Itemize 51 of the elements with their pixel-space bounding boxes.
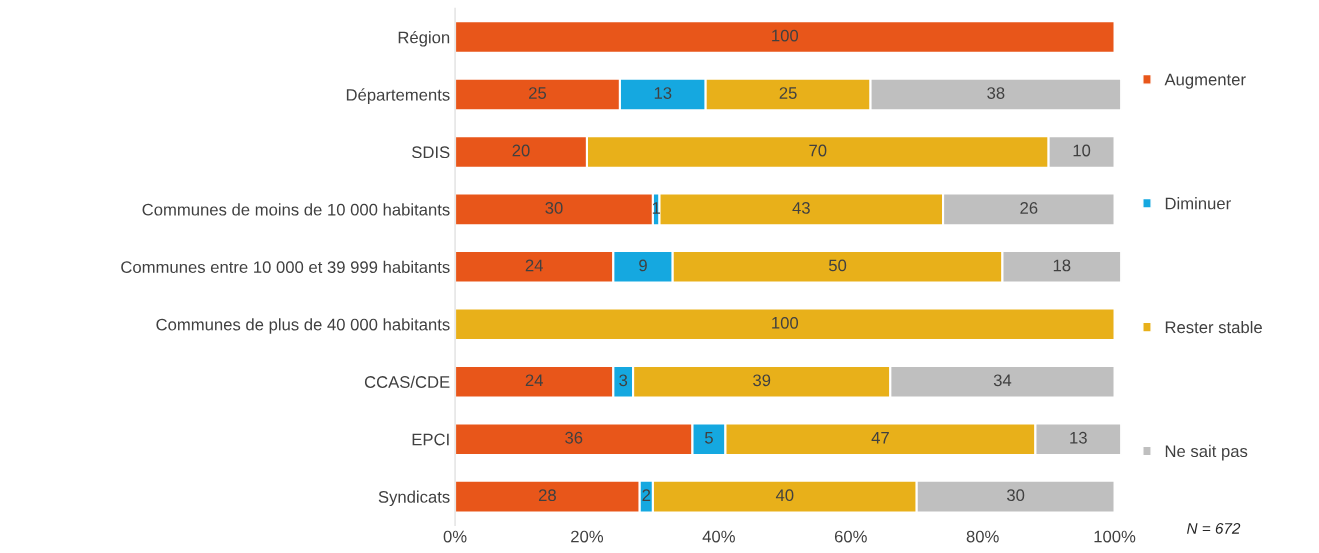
data-label: 18: [1053, 259, 1071, 272]
data-label: 40: [775, 489, 794, 502]
data-label: 13: [654, 87, 672, 99]
data-label: 3: [619, 374, 628, 387]
y-tick-label: Communes entre 10 000 et 39 999 habitants: [121, 260, 450, 274]
data-label: 10: [1073, 144, 1091, 157]
data-label: 47: [871, 432, 889, 444]
bar: [455, 307, 1116, 342]
x-tick-label: 100%: [1094, 530, 1136, 543]
legend-label: Rester stable: [1165, 320, 1262, 334]
data-label: 20: [512, 144, 530, 157]
y-tick-label: Syndicats: [378, 490, 450, 507]
legend-label: Augmenter: [1164, 73, 1246, 89]
data-label: 50: [828, 259, 847, 272]
y-tick-label: Communes de moins de 10 000 habitants: [142, 203, 450, 216]
data-label: 25: [529, 87, 547, 99]
data-label: 70: [809, 144, 827, 157]
x-tick-label: 0%: [443, 530, 467, 543]
x-tick-label: 60%: [834, 530, 867, 543]
data-label: 2: [642, 489, 651, 501]
data-label: 30: [1007, 489, 1025, 502]
data-label: 25: [779, 87, 797, 99]
x-tick-label: 20%: [571, 530, 604, 543]
data-label: 26: [1020, 202, 1038, 214]
data-label: 100: [772, 316, 799, 329]
y-tick-label: CCAS/CDE: [364, 375, 450, 388]
data-label: 36: [565, 431, 583, 444]
data-label: 34: [993, 374, 1012, 387]
data-label: 5: [705, 432, 713, 444]
data-label: 9: [639, 259, 647, 272]
legend-label: Diminuer: [1165, 197, 1231, 210]
data-label: 38: [987, 87, 1005, 99]
y-tick-label: Communes de plus de 40 000 habitants: [156, 318, 450, 334]
y-tick-label: Départements: [346, 88, 450, 105]
y-tick-label: Région: [398, 30, 450, 47]
data-label: 39: [753, 374, 771, 387]
y-tick-label: SDIS: [412, 146, 450, 159]
data-label: 24: [525, 259, 543, 272]
legend-label: Ne sait pas: [1165, 444, 1248, 461]
data-label: 43: [792, 202, 810, 214]
bar: [455, 192, 654, 227]
text: N = 672: [1186, 522, 1241, 534]
x-tick-label: 40%: [702, 530, 735, 543]
y-tick-label: EPCI: [412, 433, 449, 446]
data-label: 100: [772, 29, 799, 42]
data-label: 13: [1070, 431, 1087, 444]
bar: [455, 20, 1116, 54]
data-label: 24: [525, 374, 543, 387]
data-label: 28: [538, 489, 556, 502]
data-label: 30: [545, 202, 563, 214]
x-tick-label: 80%: [966, 530, 999, 543]
